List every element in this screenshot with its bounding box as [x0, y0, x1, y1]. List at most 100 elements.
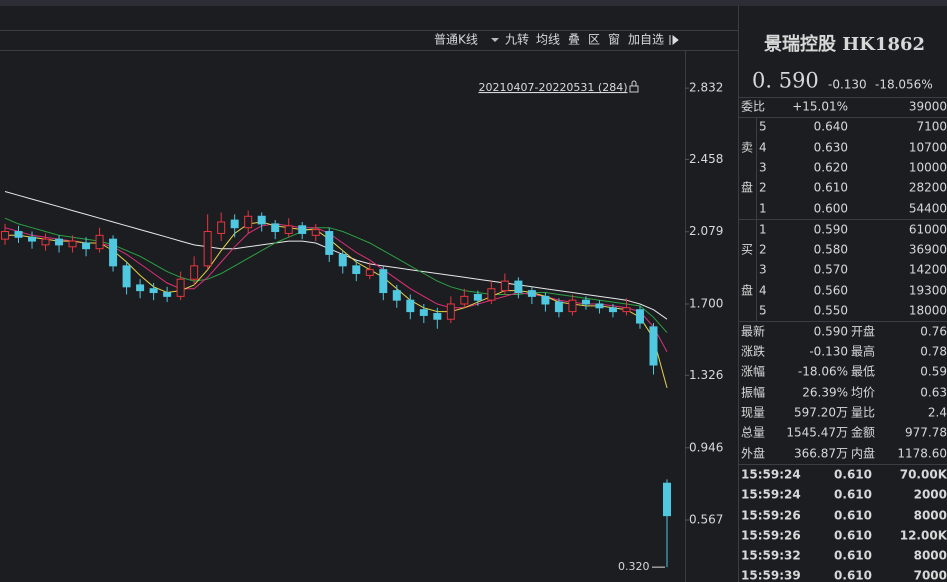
quote-text: +15.01% [792, 100, 848, 114]
low-label: 0.320 [618, 560, 650, 573]
quote-text: 1178.60 [897, 447, 947, 461]
candle-body [608, 307, 617, 313]
quote-text: 0.560 [814, 284, 848, 298]
candle-body [298, 225, 307, 234]
candle-body [1, 231, 9, 240]
quote-text: 2 [759, 243, 767, 257]
quote-text: 0.610 [834, 509, 872, 523]
candle-body [41, 238, 50, 246]
lock-icon [629, 85, 639, 93]
candle-body [595, 303, 604, 309]
quote-text: 10000 [909, 161, 947, 175]
quote-text: 7000 [914, 569, 947, 582]
quote-text: -0.130 [828, 78, 867, 92]
quote-text: 0.76 [920, 325, 947, 339]
candle-body [487, 288, 496, 301]
quote-text: 54400 [909, 202, 947, 216]
quote-text: 15:59:26 [741, 529, 801, 543]
quote-text: 12.00K [900, 529, 947, 543]
toolbar-button[interactable]: 区 [588, 33, 600, 47]
quote-text: 现量 [741, 406, 765, 420]
quote-text: 最高 [851, 344, 875, 359]
quote-text: 977.78 [905, 426, 947, 440]
toolbar-button[interactable]: 窗 [608, 33, 620, 47]
quote-text: 597.20万 [794, 406, 848, 420]
quote-text: 买 [741, 243, 753, 257]
candle-body [514, 280, 523, 294]
dropdown-arrow [491, 38, 499, 42]
quote-text: 卖 [741, 141, 753, 155]
quote-text: 7100 [916, 120, 947, 134]
quote-text: 15:59:39 [741, 569, 801, 582]
candle-body [217, 221, 226, 234]
quote-text: 0. 590 [752, 69, 819, 93]
candle-body [406, 299, 415, 313]
quote-text: 0.59 [920, 365, 947, 379]
quote-text: 0.590 [814, 223, 848, 237]
quote-text: 36900 [909, 243, 947, 257]
y-tick-label: 2.458 [689, 152, 723, 166]
quote-text: 0.630 [814, 141, 848, 155]
candle-body [190, 265, 199, 280]
candle-body [203, 231, 212, 267]
quote-text: 8000 [914, 509, 947, 523]
candle-body [311, 229, 320, 236]
quote-text: 0.600 [814, 202, 848, 216]
candle-body [109, 238, 118, 267]
quote-text: 涨幅 [741, 364, 765, 379]
candle-body [460, 295, 469, 305]
quote-text: 0.610 [834, 488, 872, 502]
quote-text: 量比 [851, 406, 875, 420]
quote-text: 2000 [914, 488, 947, 502]
candle-body [271, 223, 280, 233]
candle-body [365, 269, 374, 276]
candle-body [622, 307, 631, 313]
quote-text: 1545.47万 [786, 426, 848, 440]
candle-body [379, 269, 388, 294]
candle-body [136, 284, 145, 292]
y-tick-label: 1.700 [689, 296, 723, 310]
range-annotation: 20210407-20220531 (284) [478, 81, 627, 94]
candle-body [352, 265, 361, 274]
candle-body [446, 303, 455, 320]
candle-body [541, 295, 550, 305]
lock-icon [631, 80, 637, 86]
quote-text: 均价 [851, 386, 875, 400]
quote-text: 盘 [741, 283, 753, 298]
toolbar-button[interactable]: 均线 [536, 33, 560, 47]
quote-text: 最新 [741, 324, 765, 339]
candle-body [176, 278, 185, 297]
candle-body [663, 482, 671, 517]
candle-body [325, 231, 334, 255]
toolbar-button[interactable]: 九转 [505, 32, 529, 47]
quote-text: 0.620 [814, 161, 848, 175]
quote-text: 18000 [909, 304, 947, 318]
top-strip [0, 0, 947, 6]
quote-text: 15:59:32 [741, 549, 801, 563]
quote-text: 0.610 [834, 468, 872, 482]
quote-text: 最低 [851, 365, 875, 379]
candle-body [581, 299, 590, 305]
quote-text: 0.570 [814, 263, 848, 277]
toolbar-button[interactable]: 加自选 [628, 33, 664, 47]
candle-body [122, 265, 131, 288]
candle-body [82, 242, 91, 250]
quote-text: 盘 [741, 180, 753, 195]
quote-text: 61000 [909, 223, 947, 237]
quote-text: 金额 [851, 425, 875, 440]
candle-body [284, 225, 293, 234]
toolbar-icon[interactable] [669, 34, 679, 46]
quote-text: 14200 [909, 263, 947, 277]
toolbar-button[interactable]: 普通K线 [434, 33, 478, 47]
quote-text: 涨跌 [741, 344, 765, 359]
quote-text: 15:59:24 [741, 488, 801, 502]
plot: 2.832 2.458 2.079 1.700 1.326 0.946 0.567 0.320 [1, 81, 723, 573]
quote-text: 外盘 [741, 446, 765, 461]
quote-text: -0.130 [809, 345, 848, 359]
candle-body [635, 309, 644, 324]
quote-text: 委比 [741, 100, 765, 114]
quote-text: 19300 [909, 284, 947, 298]
toolbar-button[interactable]: 叠 [568, 33, 580, 47]
